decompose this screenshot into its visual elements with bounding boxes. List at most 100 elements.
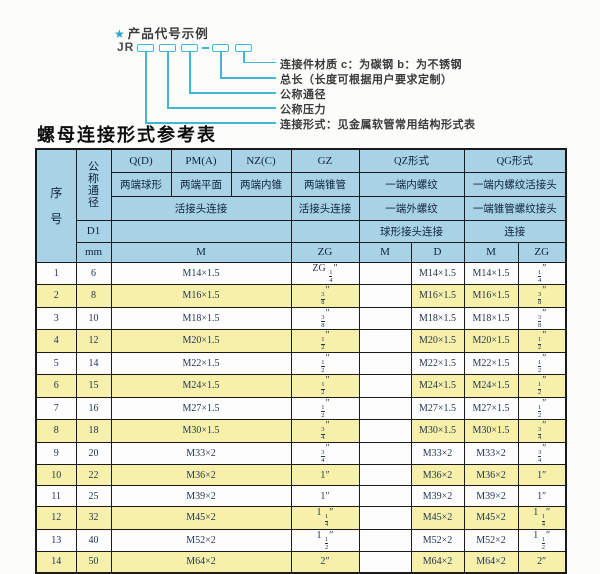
cell-m: M18×1.5 (110, 306, 292, 330)
cell-zg: 3 8 ″ (290, 306, 360, 330)
table-row: 8 18 M30×1.5 3 4 ″ M30×1.5 M30×1.5 3 4 ″ (35, 419, 567, 443)
table-row: 4 12 M20×1.5 1 2 ″ M20×1.5 M20×1.5 1 2 ″ (35, 329, 567, 353)
cell-qg-zg: 1″ (517, 464, 567, 486)
header-qg-m: M (463, 241, 519, 263)
cell-dn: 10 (75, 306, 112, 330)
cell-zg: 3 4 ″ (290, 419, 360, 443)
header-col-qg: QG形式 (463, 148, 567, 173)
cell-qg-zg: 2″ (517, 551, 567, 573)
connector-line (243, 61, 276, 63)
cell-qz-d: M24×1.5 (410, 374, 465, 398)
cell-qz-m (358, 551, 412, 573)
code-dash (202, 47, 209, 49)
header-nz-desc: 两端内锥 (230, 171, 292, 197)
cell-qg-zg: 1 2 ″ (517, 351, 567, 375)
cell-qz-d: M27×1.5 (410, 396, 465, 420)
star-icon: ★ (114, 27, 126, 41)
connector-line (145, 122, 276, 124)
cell-m: M20×1.5 (110, 329, 292, 353)
header-qg-zg: ZG (517, 241, 567, 263)
cell-zg: 1 2 ″ (290, 351, 360, 375)
cell-qg-zg: 1 1 2 ″ (517, 528, 567, 552)
cell-qg-zg: 3 4 ″ (517, 419, 567, 443)
cell-qz-m (358, 261, 412, 285)
cell-m: M24×1.5 (110, 374, 292, 398)
cell-qg-m: M30×1.5 (463, 419, 519, 443)
cell-qz-d: M64×2 (410, 551, 465, 573)
cell-qg-m: M27×1.5 (463, 396, 519, 420)
cell-qz-m (358, 396, 412, 420)
cell-m: M45×2 (110, 506, 292, 530)
header-qz-desc1: 一端内螺纹 (358, 171, 465, 197)
header-col-q: Q(D) (110, 148, 172, 173)
connector-line (243, 52, 245, 63)
cell-dn: 12 (75, 329, 112, 353)
cell-dn: 50 (75, 551, 112, 573)
header-union-conn: 活接头连接 (110, 195, 292, 221)
cell-seq: 13 (35, 528, 77, 552)
cell-zg: 1″ (290, 485, 360, 507)
code-prefix: JR (117, 40, 135, 54)
cell-qz-m (358, 306, 412, 330)
connector-line (167, 107, 276, 109)
table-row: 6 15 M24×1.5 1 2 ″ M24×1.5 M24×1.5 1 2 ″ (35, 374, 567, 398)
cell-dn: 18 (75, 419, 112, 443)
header-col-qz: QZ形式 (358, 148, 465, 173)
cell-seq: 3 (35, 306, 77, 330)
table-title: 螺母连接形式参考表 (37, 125, 217, 145)
cell-qg-zg: 1″ (517, 485, 567, 507)
header-col-gz: GZ (290, 148, 360, 173)
table-row: 3 10 M18×1.5 3 8 ″ M18×1.5 M18×1.5 3 8 ″ (35, 306, 567, 330)
cell-dn: 40 (75, 528, 112, 552)
header-mm: mm (75, 241, 112, 263)
cell-seq: 1 (35, 261, 77, 285)
cell-seq: 8 (35, 419, 77, 443)
cell-qg-m: M16×1.5 (463, 284, 519, 308)
cell-qg-zg: 3 8 ″ (517, 284, 567, 308)
cell-qz-d: M45×2 (410, 506, 465, 530)
cell-qz-d: M20×1.5 (410, 329, 465, 353)
cell-seq: 9 (35, 441, 77, 465)
cell-qz-m (358, 351, 412, 375)
cell-qz-m (358, 441, 412, 465)
cell-dn: 32 (75, 506, 112, 530)
cell-qg-zg: 1 2 ″ (517, 396, 567, 420)
cell-qz-d: M18×1.5 (410, 306, 465, 330)
cell-qg-m: M52×2 (463, 528, 519, 552)
cell-dn: 25 (75, 485, 112, 507)
connector-line (145, 52, 147, 123)
table-row: 7 16 M27×1.5 1 2 ″ M27×1.5 M27×1.5 1 2 ″ (35, 396, 567, 420)
cell-m: M36×2 (110, 464, 292, 486)
cell-qg-m: M14×1.5 (463, 261, 519, 285)
cell-seq: 10 (35, 464, 77, 486)
cell-zg: 1 1 2 ″ (290, 528, 360, 552)
cell-seq: 7 (35, 396, 77, 420)
cell-qz-m (358, 329, 412, 353)
header-seq: 序号序号 (35, 148, 77, 263)
cell-qg-m: M24×1.5 (463, 374, 519, 398)
cell-seq: 14 (35, 551, 77, 573)
cell-zg: 1″ (290, 464, 360, 486)
header-qg-desc1: 一端内螺纹活接头 (463, 171, 567, 197)
cell-zg: 1 2 ″ (290, 396, 360, 420)
cell-zg: 3 4 ″ (290, 441, 360, 465)
cell-m: M27×1.5 (110, 396, 292, 420)
code-box-5 (235, 44, 252, 52)
cell-qg-m: M20×1.5 (463, 329, 519, 353)
cell-qz-d: M36×2 (410, 464, 465, 486)
header-dn: 公称通径 (75, 148, 112, 221)
product-code-example-title: ★ 产品代号示例 (114, 23, 209, 42)
header-gz-desc: 两端锥管 (290, 171, 360, 197)
cell-qg-m: M39×2 (463, 485, 519, 507)
header-empty-2 (290, 219, 360, 243)
cell-seq: 2 (35, 284, 77, 308)
cell-zg: 1 2 ″ (290, 329, 360, 353)
header-qz-conn: 球形接头连接 (358, 219, 465, 243)
cell-dn: 6 (75, 261, 112, 285)
cell-m: M22×1.5 (110, 351, 292, 375)
nut-connection-table: 序号序号 公称通径 Q(D) PM(A) NZ(C) GZ QZ形式 QG形式 … (35, 148, 568, 574)
cell-seq: 5 (35, 351, 77, 375)
cell-qg-zg: 1 2 ″ (517, 374, 567, 398)
label-material: 连接件材质 c：为碳钢 b：为不锈钢 (280, 59, 462, 71)
